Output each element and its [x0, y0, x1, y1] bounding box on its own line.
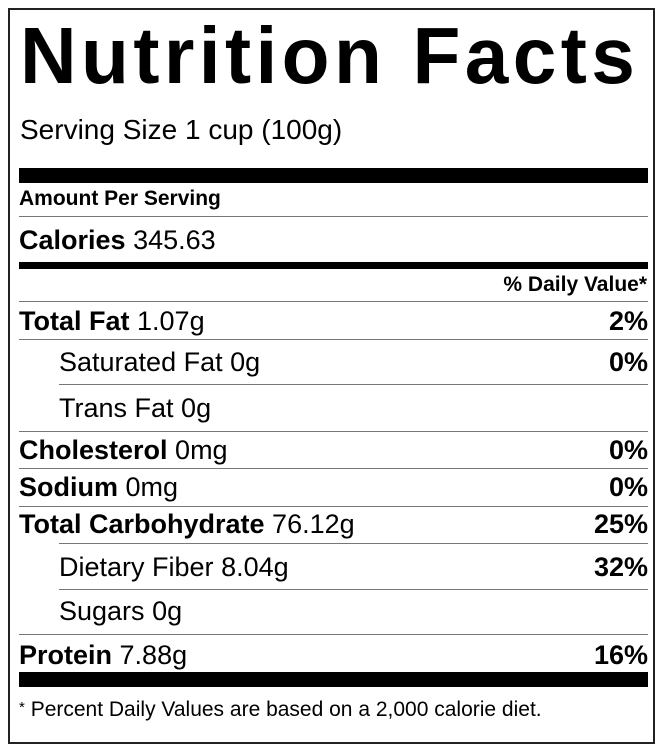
divider [19, 431, 648, 432]
nutrient-row: Saturated Fat 0g 0% [19, 346, 648, 378]
calories-label: Calories [19, 225, 126, 255]
nutrient-label: Saturated Fat [59, 347, 223, 377]
nutrient-daily-value: 0% [608, 435, 648, 465]
nutrient-daily-value: 2% [608, 306, 648, 336]
nutrient-daily-value: 16% [593, 640, 648, 670]
nutrient-amount: 76.12g [272, 509, 355, 539]
nutrient-row: Trans Fat 0g [19, 392, 648, 424]
nutrient-amount: 0mg [125, 472, 179, 502]
thick-divider [19, 672, 648, 687]
divider [19, 216, 648, 217]
nutrient-amount: 0g [230, 347, 261, 377]
divider [59, 384, 648, 385]
nutrient-row: Sodium 0mg 0% [19, 471, 648, 503]
serving-size: Serving Size 1 cup (100g) [20, 114, 343, 145]
label-title: Nutrition Facts [20, 11, 640, 100]
nutrient-row: Total Fat 1.07g 2% [19, 305, 648, 337]
nutrient-amount: 0g [181, 393, 212, 423]
divider [59, 589, 648, 590]
divider [19, 468, 648, 469]
nutrient-row: Dietary Fiber 8.04g 32% [19, 551, 648, 583]
footnote-text: Percent Daily Values are based on a 2,00… [30, 698, 542, 721]
nutrient-label: Protein [19, 640, 113, 670]
nutrient-label: Total Carbohydrate [19, 509, 265, 539]
nutrient-row: Sugars 0g [19, 595, 648, 627]
nutrient-label: Sodium [19, 472, 118, 502]
nutrient-row: Protein 7.88g 16% [19, 639, 648, 671]
medium-divider [19, 262, 648, 269]
nutrient-amount: 0g [152, 596, 183, 626]
nutrient-amount: 0mg [175, 435, 228, 465]
calories-row: Calories 345.63 [19, 224, 648, 256]
divider [59, 543, 648, 544]
thick-divider [19, 168, 648, 183]
daily-value-header: % Daily Value* [503, 273, 647, 296]
nutrient-amount: 8.04g [221, 552, 289, 582]
nutrient-row: Cholesterol 0mg 0% [19, 434, 648, 466]
nutrient-label: Trans Fat [59, 393, 174, 423]
nutrient-daily-value: 0% [608, 347, 648, 377]
nutrient-label: Sugars [59, 596, 145, 626]
divider [19, 634, 648, 635]
calories-value: 345.63 [133, 225, 216, 255]
footnote: * Percent Daily Values are based on a 2,… [19, 694, 542, 724]
divider [19, 301, 648, 302]
nutrient-label: Total Fat [19, 306, 130, 336]
footnote-mark: * [19, 699, 25, 716]
amount-per-serving: Amount Per Serving [19, 187, 221, 210]
nutrient-daily-value: 0% [608, 472, 648, 502]
divider [19, 506, 648, 507]
nutrient-row: Total Carbohydrate 76.12g 25% [19, 508, 648, 540]
nutrient-daily-value: 32% [593, 552, 648, 582]
nutrient-label: Dietary Fiber [59, 552, 214, 582]
nutrient-amount: 1.07g [137, 306, 205, 336]
nutrient-amount: 7.88g [119, 640, 188, 670]
divider [19, 339, 648, 340]
nutrient-daily-value: 25% [593, 509, 648, 539]
nutrition-label [8, 8, 655, 744]
nutrient-label: Cholesterol [19, 435, 168, 465]
